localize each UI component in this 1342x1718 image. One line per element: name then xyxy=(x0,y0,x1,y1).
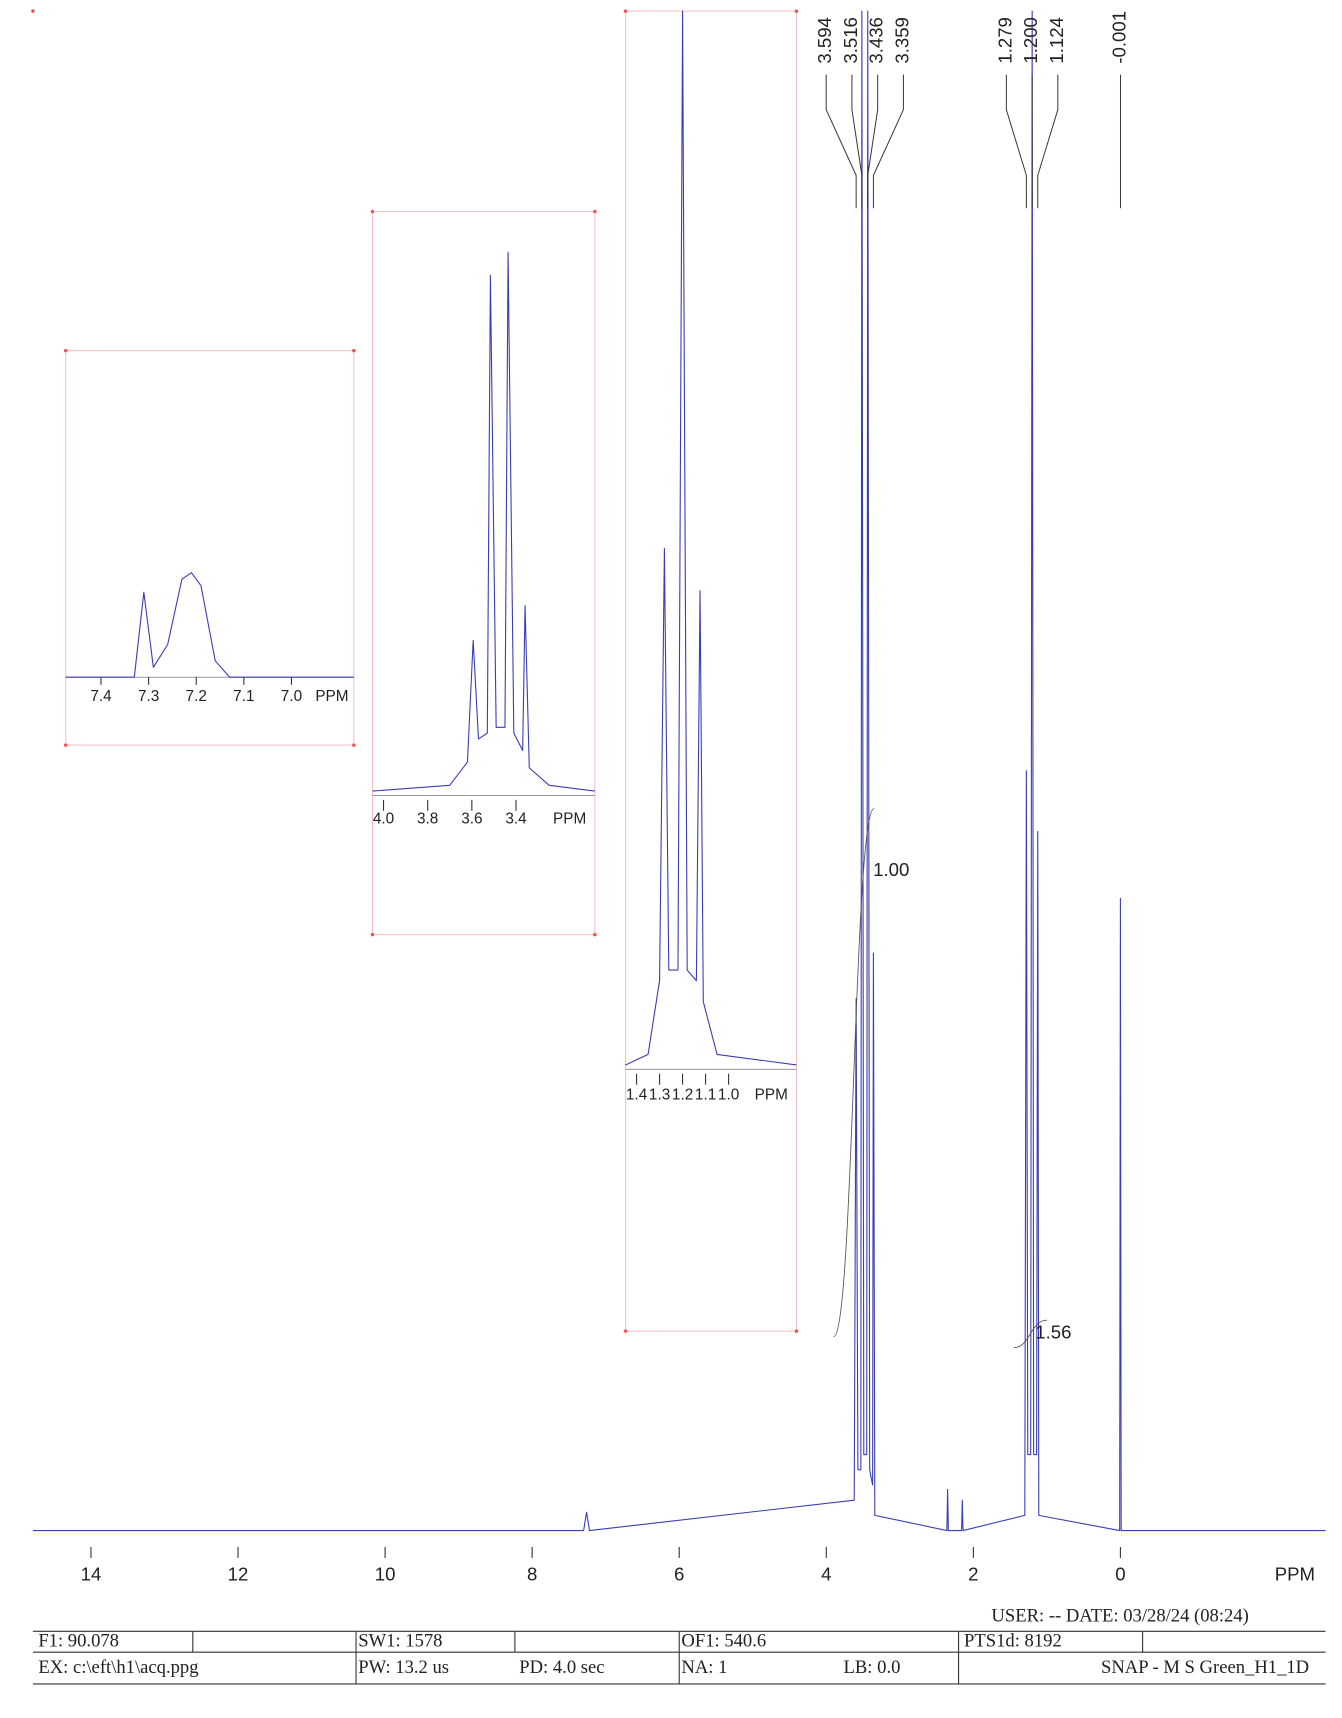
param: PW: 13.2 us xyxy=(358,1657,449,1678)
peak-leader xyxy=(851,74,863,209)
frame-corner xyxy=(370,932,375,937)
peak-label: 3.594 xyxy=(814,17,835,64)
x-tick-label: 8 xyxy=(527,1563,537,1584)
peak-label: 3.516 xyxy=(840,17,861,64)
peak-label: 3.359 xyxy=(891,17,912,64)
peak-leader xyxy=(825,74,857,209)
peak-leader xyxy=(872,74,904,209)
x-tick-label: 1.2 xyxy=(672,1087,693,1104)
x-tick-label: 7.0 xyxy=(281,688,302,705)
x-tick-label: 4.0 xyxy=(373,811,394,828)
frame-corner xyxy=(623,9,628,13)
peak-leader xyxy=(1037,74,1059,209)
frame-corner xyxy=(794,9,799,13)
x-tick-label: 1.3 xyxy=(649,1087,670,1104)
param: OF1: 540.6 xyxy=(681,1631,766,1652)
param: NA: 1 xyxy=(681,1657,727,1678)
inset-frame xyxy=(65,350,355,746)
spectrum-line xyxy=(32,10,1326,1532)
x-axis-label: PPM xyxy=(553,811,586,828)
peak-leader xyxy=(867,74,879,209)
inset-frame xyxy=(624,10,797,1332)
peak-label: 1.200 xyxy=(1020,17,1041,64)
spectrum-line xyxy=(65,572,354,678)
peak-label: 1.124 xyxy=(1046,17,1067,64)
param: PD: 4.0 sec xyxy=(519,1657,604,1678)
x-axis-label: PPM xyxy=(315,688,348,705)
x-tick-label: 4 xyxy=(821,1563,831,1584)
x-tick-label: 12 xyxy=(228,1563,249,1584)
corner-dot xyxy=(31,9,35,13)
x-tick-label: 3.6 xyxy=(461,811,482,828)
peak-leader xyxy=(1005,74,1027,209)
x-tick-label: 2 xyxy=(968,1563,978,1584)
param: SW1: 1578 xyxy=(358,1631,442,1652)
x-tick-label: 0 xyxy=(1115,1563,1125,1584)
spectrum-line xyxy=(372,251,595,792)
integral-curve xyxy=(1013,1319,1047,1349)
x-tick-label: 1.0 xyxy=(718,1087,739,1104)
x-tick-label: 14 xyxy=(81,1563,102,1584)
integral-label: 1.00 xyxy=(873,859,909,880)
x-tick-label: 3.8 xyxy=(417,811,438,828)
frame-corner xyxy=(63,743,68,747)
param: PTS1d: 8192 xyxy=(964,1631,1062,1652)
param: F1: 90.078 xyxy=(38,1631,119,1652)
frame-corner xyxy=(623,1329,628,1333)
integral-curve xyxy=(833,808,875,1338)
x-axis-label: PPM xyxy=(755,1087,788,1104)
inset-frame xyxy=(371,211,596,936)
x-tick-label: 1.4 xyxy=(626,1087,648,1104)
frame-corner xyxy=(63,348,68,353)
frame-corner xyxy=(352,348,356,353)
x-tick-label: 6 xyxy=(674,1563,684,1584)
peak-label: 1.279 xyxy=(994,17,1015,64)
integral-label: 1.56 xyxy=(1035,1321,1071,1342)
frame-corner xyxy=(593,932,597,937)
peak-label: -0.001 xyxy=(1108,11,1129,64)
param: LB: 0.0 xyxy=(844,1657,901,1678)
frame-corner xyxy=(370,209,375,214)
user-date: USER: -- DATE: 03/28/24 (08:24) xyxy=(991,1605,1248,1626)
frame-corner xyxy=(352,743,356,747)
param: EX: c:\eft\h1\acq.ppg xyxy=(38,1657,198,1678)
peak-label: 3.436 xyxy=(866,17,887,64)
x-axis-label: PPM xyxy=(1275,1563,1315,1584)
footer-grid xyxy=(32,1630,1326,1685)
x-tick-label: 10 xyxy=(375,1563,396,1584)
x-tick-label: 7.4 xyxy=(90,688,112,705)
x-tick-label: 7.3 xyxy=(138,688,159,705)
spectrum-line xyxy=(625,10,797,1066)
param: SNAP - M S Green_H1_1D xyxy=(1101,1657,1309,1678)
frame-corner xyxy=(593,209,597,214)
frame-corner xyxy=(794,1329,799,1333)
x-tick-label: 7.2 xyxy=(186,688,207,705)
x-tick-label: 3.4 xyxy=(505,811,527,828)
x-tick-label: 1.1 xyxy=(695,1087,716,1104)
x-tick-label: 7.1 xyxy=(233,688,254,705)
